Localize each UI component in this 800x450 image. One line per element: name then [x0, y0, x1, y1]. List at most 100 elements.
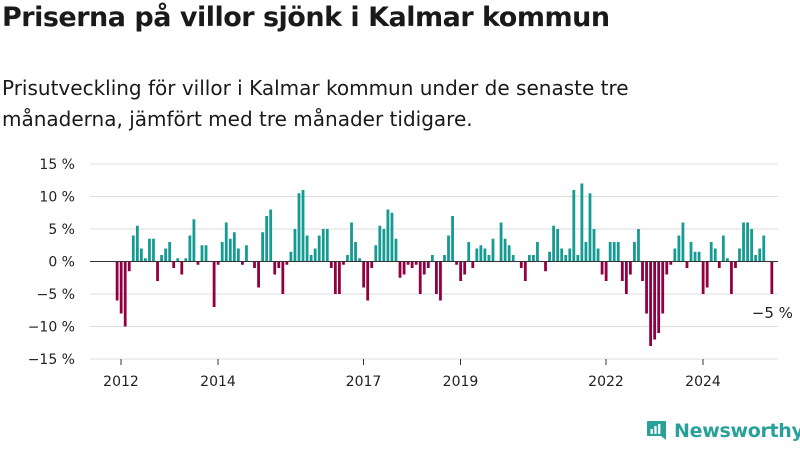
bar [184, 258, 188, 262]
bar [297, 193, 301, 262]
bar [148, 238, 151, 262]
bar [746, 222, 749, 262]
chart-title: Priserna på villor sjönk i Kalmar kommun [2, 2, 610, 33]
bar [681, 222, 685, 262]
bar [439, 261, 442, 301]
bar [507, 245, 511, 262]
bar [358, 258, 362, 262]
bar [216, 261, 220, 265]
bar [548, 251, 551, 262]
bar [321, 229, 325, 262]
bar [536, 242, 539, 262]
bar [608, 242, 612, 262]
bar [119, 261, 123, 314]
bar [677, 235, 681, 262]
bar [633, 242, 636, 262]
bar [616, 242, 620, 262]
bar [305, 235, 309, 262]
bar [378, 225, 382, 262]
bar [669, 261, 673, 265]
last-value-annotation: −5 % [752, 304, 793, 322]
bar [742, 222, 745, 262]
bar [422, 261, 426, 275]
bar [693, 251, 697, 262]
x-tick-label: 2024 [685, 374, 721, 390]
bar [131, 235, 135, 262]
x-tick-label: 2022 [588, 374, 624, 390]
bar [115, 261, 119, 301]
newsworthy-logo-text: Newsworthy [674, 419, 800, 442]
bar [503, 238, 507, 262]
bar [584, 242, 588, 262]
bar [382, 229, 386, 262]
bar [568, 248, 572, 262]
bar [717, 261, 721, 268]
bar [713, 248, 717, 262]
bar [580, 183, 584, 262]
bar [709, 242, 713, 262]
bar [245, 245, 248, 262]
bar [552, 225, 555, 262]
bar [689, 242, 693, 262]
bar [241, 261, 244, 265]
bar [386, 209, 390, 262]
bar [261, 232, 265, 262]
x-axis-labels: 2012 2014 2017 2019 2022 2024 [103, 359, 721, 390]
bar [196, 261, 200, 265]
bar [156, 261, 159, 281]
bar [338, 261, 341, 294]
bar [435, 261, 438, 294]
bar [754, 255, 758, 262]
bar [236, 248, 240, 262]
bar [232, 232, 236, 262]
bar [144, 258, 147, 262]
bar [329, 261, 333, 268]
bar [491, 238, 495, 262]
bar [471, 261, 475, 268]
bars [115, 183, 774, 346]
bar [628, 261, 632, 275]
bar [293, 229, 297, 262]
bar [459, 261, 463, 281]
bar [172, 261, 176, 268]
bar [394, 238, 398, 262]
bar [661, 261, 665, 314]
bar [701, 261, 705, 294]
bar [544, 261, 547, 272]
bar [499, 222, 503, 262]
bar [624, 261, 628, 294]
bar [346, 255, 349, 262]
bar [734, 261, 737, 268]
bar [592, 229, 596, 262]
bar [483, 248, 487, 262]
bar [228, 238, 232, 262]
bar [560, 248, 564, 262]
bar [325, 229, 329, 262]
bar [350, 222, 353, 262]
bar [160, 255, 163, 262]
y-tick-label: −15 % [28, 352, 75, 368]
bar [527, 255, 531, 262]
bar [309, 255, 313, 262]
bar [604, 261, 608, 281]
bar [596, 248, 600, 262]
bar [479, 245, 483, 262]
bar [176, 258, 180, 262]
bar [354, 242, 357, 262]
bar [572, 190, 576, 262]
bar [463, 261, 467, 275]
bar [532, 255, 535, 262]
x-tick-label: 2014 [200, 374, 236, 390]
bar [398, 261, 402, 278]
bar [645, 261, 648, 314]
bar [641, 261, 644, 281]
bar [253, 261, 256, 268]
bar [370, 261, 374, 268]
bar [612, 242, 616, 262]
bar [443, 255, 446, 262]
bar [362, 261, 366, 288]
y-tick-label: 15 % [39, 157, 75, 173]
bar [447, 235, 450, 262]
bar [277, 261, 281, 268]
